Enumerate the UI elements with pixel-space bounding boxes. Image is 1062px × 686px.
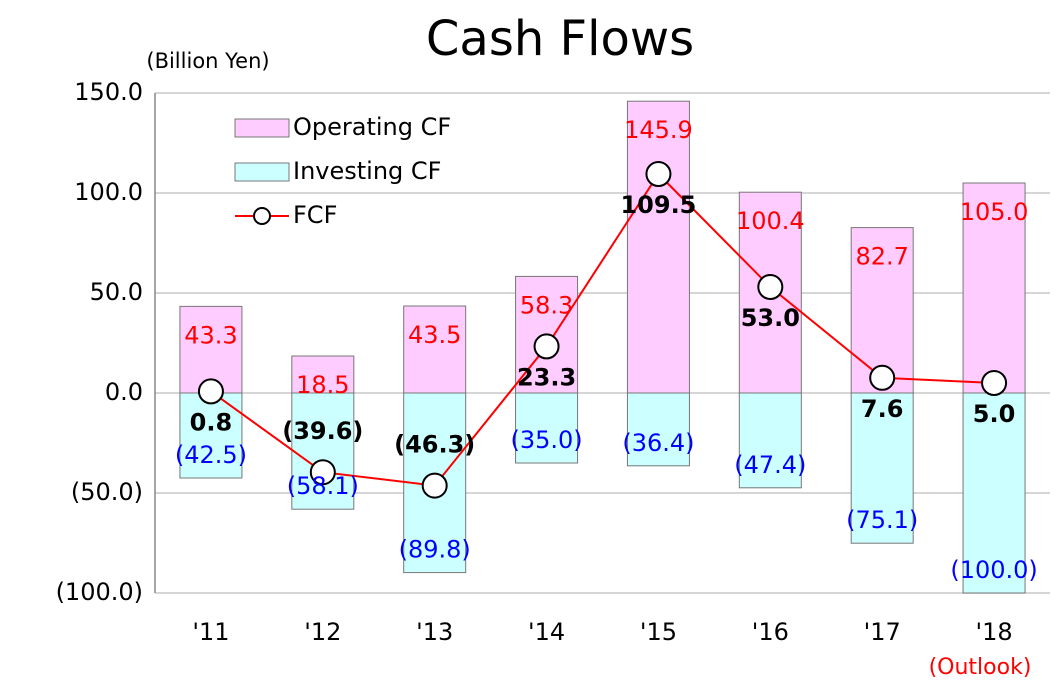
legend-swatch — [234, 118, 290, 138]
y-axis-label: (Billion Yen) — [146, 49, 269, 73]
y-tick-label: 0.0 — [105, 378, 143, 406]
line — [210, 172, 995, 487]
legend-label: Operating CF — [293, 113, 451, 141]
bar — [850, 392, 914, 544]
data-label: 43.5 — [408, 321, 461, 349]
data-label: 58.3 — [520, 291, 573, 319]
data-label: 23.3 — [517, 363, 576, 391]
data-label: 43.3 — [184, 321, 237, 349]
x-tick-label: '11 — [192, 618, 229, 646]
data-label: (39.6) — [282, 417, 363, 445]
bar — [291, 392, 355, 510]
legend-marker — [253, 207, 271, 225]
data-label: (58.1) — [287, 472, 359, 500]
data-label: 53.0 — [741, 304, 800, 332]
marker — [645, 161, 672, 187]
data-label: (100.0) — [950, 556, 1037, 584]
annotation: (Outlook) — [929, 655, 1032, 680]
data-label: 145.9 — [624, 116, 693, 144]
y-tick-label: 50.0 — [90, 278, 143, 306]
data-label: 0.8 — [190, 408, 233, 436]
bar — [962, 392, 1026, 594]
x-tick-label: '15 — [640, 618, 677, 646]
bar — [403, 305, 467, 394]
legend-swatch — [234, 162, 290, 182]
x-tick-label: '18 — [975, 618, 1012, 646]
bar — [626, 100, 690, 394]
x-tick-label: '16 — [752, 618, 789, 646]
marker — [757, 274, 784, 300]
data-label: (46.3) — [394, 431, 475, 459]
bar — [626, 392, 690, 467]
legend-label: FCF — [293, 201, 337, 229]
bar — [515, 392, 579, 464]
bar — [962, 182, 1026, 394]
data-label: (36.4) — [622, 429, 694, 457]
x-tick-label: '12 — [304, 618, 341, 646]
data-label: 105.0 — [960, 198, 1029, 226]
legend-label: Investing CF — [293, 157, 441, 185]
data-label: (89.8) — [399, 536, 471, 564]
bar — [738, 392, 802, 489]
x-tick-label: '14 — [528, 618, 565, 646]
bar — [291, 355, 355, 394]
data-label: 82.7 — [855, 243, 908, 271]
marker — [421, 472, 448, 499]
data-label: 109.5 — [620, 191, 696, 219]
data-label: 7.6 — [861, 395, 904, 423]
data-label: (42.5) — [175, 441, 247, 469]
data-label: (75.1) — [846, 506, 918, 534]
marker — [981, 370, 1008, 396]
x-tick-label: '17 — [864, 618, 901, 646]
chart-title: Cash Flows — [426, 11, 694, 67]
marker — [533, 333, 560, 360]
y-tick-label: (100.0) — [56, 578, 143, 606]
marker — [197, 378, 224, 405]
marker — [869, 364, 896, 391]
y-tick-label: 100.0 — [74, 178, 143, 206]
x-tick-label: '13 — [416, 618, 453, 646]
y-tick-label: (50.0) — [71, 478, 143, 506]
data-label: 100.4 — [736, 207, 805, 235]
marker — [309, 459, 336, 486]
data-label: (47.4) — [734, 451, 806, 479]
data-label: (35.0) — [510, 426, 582, 454]
data-label: 5.0 — [973, 400, 1016, 428]
data-label: 18.5 — [296, 371, 349, 399]
y-tick-label: 150.0 — [74, 78, 143, 106]
